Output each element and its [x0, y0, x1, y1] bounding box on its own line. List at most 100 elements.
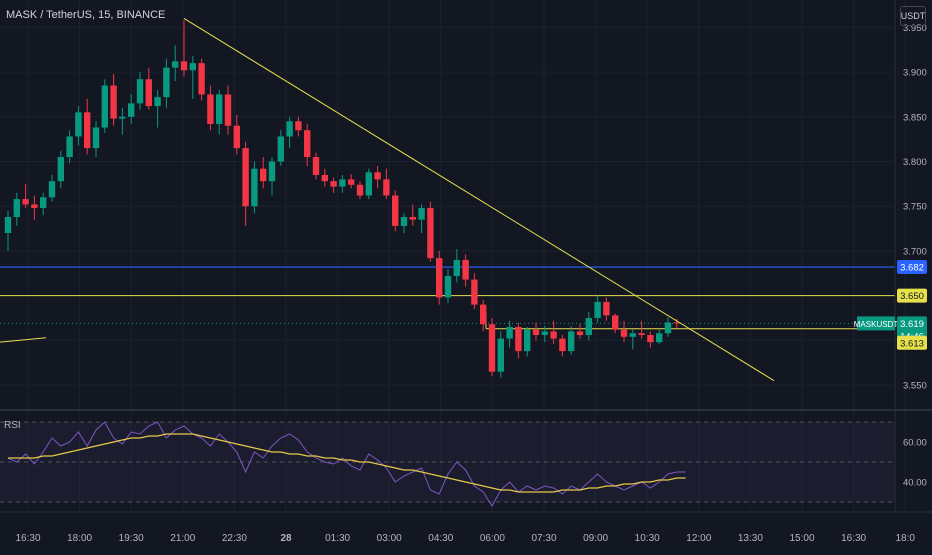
candle-body	[198, 63, 205, 95]
candle-body	[251, 168, 258, 207]
time-tick-label: 16:30	[15, 533, 40, 544]
time-tick-label: 19:30	[119, 533, 144, 544]
candle-body	[383, 179, 390, 196]
candle-body	[462, 259, 469, 280]
price-tick-label: 3.800	[903, 157, 927, 168]
price-tick-label: 3.750	[903, 202, 927, 213]
blue-level-tag: 3.682	[900, 263, 924, 274]
rsi-line	[7, 421, 686, 507]
candle-body	[444, 275, 452, 298]
candle-body	[620, 329, 628, 337]
candle-body	[348, 179, 355, 185]
candle-body	[75, 112, 82, 137]
candle-body	[13, 199, 20, 217]
candle-body	[180, 61, 188, 71]
rsi-ma-line	[8, 433, 686, 493]
candles	[4, 20, 680, 378]
trendline	[183, 17, 775, 382]
candle-body	[154, 97, 161, 107]
candle-body	[488, 324, 496, 372]
candle-body	[189, 63, 196, 71]
symbol-tag: MASKUSDT	[854, 320, 899, 329]
rsi-label: RSI	[4, 420, 21, 431]
candle-body	[392, 195, 399, 226]
rsi-lines	[7, 421, 686, 507]
candle-body	[506, 326, 513, 339]
candle-body	[286, 121, 293, 137]
rsi-tick-label: 60.00	[903, 438, 927, 449]
time-tick-label: 21:00	[170, 533, 195, 544]
symbol-tag-bg	[857, 316, 895, 331]
candle-body	[242, 148, 249, 207]
candle-body	[233, 125, 240, 149]
candle-body	[673, 322, 680, 324]
time-tick-label: 10:30	[635, 533, 660, 544]
last-price-tag: 3.619	[900, 319, 924, 330]
support-level-tag-bg	[897, 335, 927, 350]
candle-body	[409, 216, 416, 220]
candle-body	[365, 172, 372, 196]
candle-body	[559, 338, 566, 352]
price-tick-label: 3.900	[903, 68, 927, 79]
previous-level-segment	[0, 337, 47, 343]
candle-body	[312, 157, 320, 175]
candle-body	[356, 184, 364, 196]
rsi-tick-label: 40.00	[903, 478, 927, 489]
candle-body	[224, 94, 232, 126]
candle-body	[172, 61, 179, 68]
candle-body	[664, 322, 672, 334]
candle-body	[541, 331, 548, 336]
candle-body	[453, 259, 460, 276]
currency-unit-button[interactable]: USDT	[900, 6, 926, 26]
candle-body	[400, 216, 408, 226]
candle-body	[31, 204, 38, 209]
candle-body	[594, 301, 601, 319]
candle-body	[84, 112, 91, 149]
price-tick-label: 3.700	[903, 246, 927, 257]
candle-body	[22, 199, 29, 205]
time-tick-label: 28	[280, 533, 292, 544]
time-tick-label: 06:00	[480, 533, 505, 544]
time-tick-label: 03:00	[377, 533, 402, 544]
candle-body	[163, 67, 170, 98]
candle-body	[145, 79, 152, 107]
candle-body	[216, 94, 223, 124]
time-tick-label: 22:30	[222, 533, 247, 544]
rsi-background	[0, 409, 932, 503]
candle-body	[629, 333, 636, 337]
candle-body	[568, 331, 575, 352]
candle-body	[647, 335, 654, 343]
candle-body	[524, 329, 531, 352]
candle-body	[48, 181, 56, 198]
time-tick-label: 18:0	[895, 533, 915, 544]
candle-body	[603, 301, 610, 316]
price-tick-label: 3.850	[903, 112, 927, 123]
candle-body	[295, 121, 302, 131]
candle-body	[268, 161, 276, 182]
candle-body	[418, 208, 425, 220]
time-tick-label: 12:00	[686, 533, 711, 544]
blue-level-tag-bg	[897, 260, 927, 275]
candle-body	[339, 179, 346, 187]
candle-body	[304, 130, 311, 158]
time-tick-label: 09:00	[583, 533, 608, 544]
candle-body	[277, 136, 284, 162]
time-tick-label: 16:30	[841, 533, 866, 544]
candle-body	[92, 127, 100, 149]
time-tick-label: 18:00	[67, 533, 92, 544]
candle-body	[128, 103, 135, 117]
yellow-level-tag: 3.650	[900, 291, 924, 302]
candle-body	[136, 79, 144, 104]
candle-body	[656, 333, 663, 343]
candle-body	[40, 197, 47, 209]
candle-body	[66, 136, 73, 158]
time-tick-label: 01:30	[325, 533, 350, 544]
candle-body	[427, 208, 434, 259]
symbol-title[interactable]: MASK / TetherUS, 15, BINANCE	[6, 9, 166, 21]
price-tick-label: 3.950	[903, 23, 927, 34]
candle-body	[330, 181, 337, 187]
yellow-level-tag-bg	[897, 288, 927, 303]
